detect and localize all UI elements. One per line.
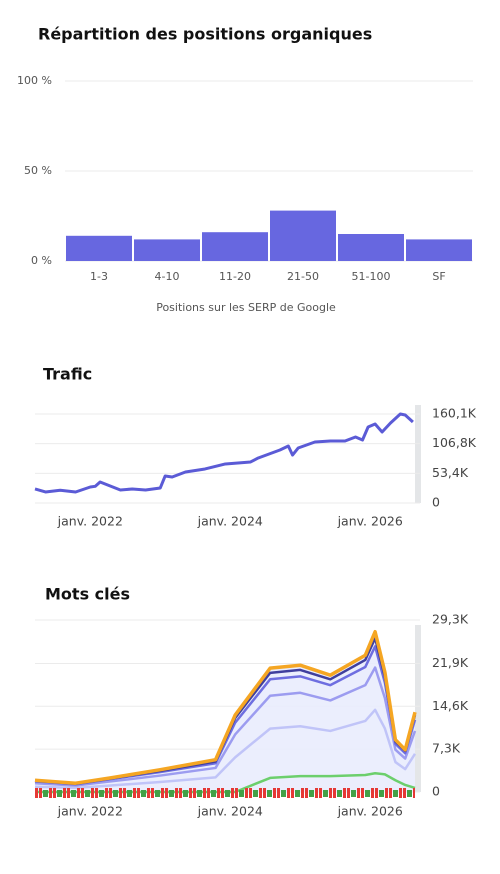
x-tick-label: janv. 2024 [197, 514, 263, 529]
x-tick-label: janv. 2022 [57, 804, 123, 819]
y-tick-label: 29,3K [432, 612, 469, 627]
chart-title: Mots clés [45, 585, 130, 604]
range-handle [415, 405, 421, 503]
y-tick-label: 14,6K [432, 698, 469, 713]
bar [338, 234, 404, 261]
bar [270, 210, 336, 261]
x-tick-label: 4-10 [155, 270, 180, 283]
y-tick-label: 21,9K [432, 655, 469, 670]
y-tick-label: 0 [432, 784, 440, 799]
x-tick-label: 21-50 [287, 270, 319, 283]
y-tick-label: 106,8K [432, 435, 477, 450]
y-tick-label: 0 [432, 495, 440, 510]
y-tick-label: 100 % [17, 74, 52, 87]
area-line [34, 629, 417, 785]
bar [66, 235, 132, 261]
bar [134, 239, 200, 261]
x-tick-label: SF [432, 270, 445, 283]
x-tick-label: janv. 2022 [57, 514, 123, 529]
x-tick-label: 51-100 [352, 270, 391, 283]
line [34, 412, 414, 494]
range-handle [415, 625, 421, 792]
x-tick-label: janv. 2026 [337, 514, 403, 529]
y-tick-label: 7,3K [432, 741, 461, 756]
area-line [34, 666, 417, 787]
y-tick-label: 50 % [24, 164, 52, 177]
y-tick-label: 0 % [31, 254, 52, 267]
chart-title: Trafic [43, 365, 92, 384]
bar [406, 239, 472, 261]
x-axis-label: Positions sur les SERP de Google [156, 301, 336, 314]
x-tick-label: 1-3 [90, 270, 108, 283]
bar [202, 232, 268, 261]
y-tick-label: 160,1K [432, 406, 477, 421]
y-tick-label: 53,4K [432, 465, 469, 480]
x-tick-label: janv. 2026 [337, 804, 403, 819]
x-tick-label: 11-20 [219, 270, 251, 283]
area-line [34, 708, 417, 790]
x-tick-label: janv. 2024 [197, 804, 263, 819]
chart-title: Répartition des positions organiques [38, 25, 372, 44]
event-markers [35, 788, 415, 798]
